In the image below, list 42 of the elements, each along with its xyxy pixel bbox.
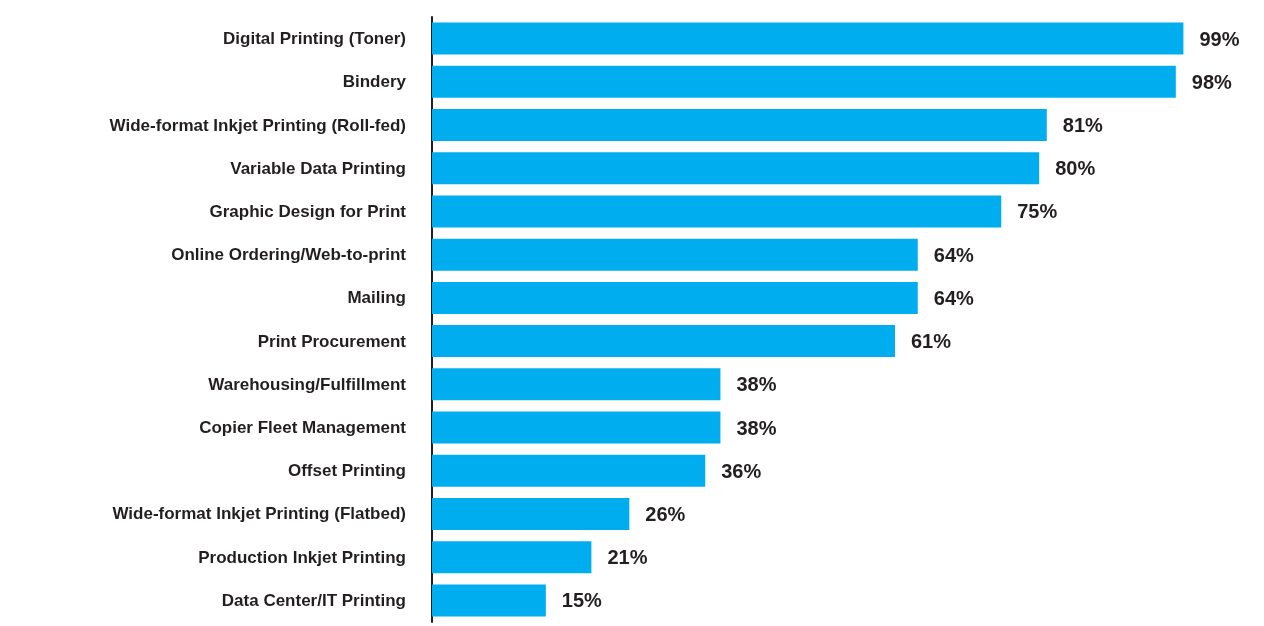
y-tick-label: Online Ordering/Web-to-print [171,245,407,265]
data-label: 36% [721,459,762,482]
bar [432,65,1176,98]
y-tick-label: Bindery [342,72,407,92]
y-tick-label: Wide-format Inkjet Printing (Flatbed) [112,504,406,524]
data-label: 61% [910,330,952,353]
bar [432,109,1047,142]
bar [432,152,1040,185]
data-label: 75% [1017,200,1058,223]
bar [432,497,630,530]
data-label: 38% [736,416,777,439]
bar [432,22,1184,55]
y-tick-label: Copier Fleet Management [199,418,407,438]
bar [432,541,592,574]
y-tick-label: Wide-format Inkjet Printing (Roll-fed) [109,115,406,135]
y-tick-label: Print Procurement [257,331,407,351]
data-label: 64% [933,286,975,309]
bar [432,411,721,444]
bar [432,281,918,314]
data-label: 38% [736,373,777,396]
bar [432,325,895,358]
bar [432,238,918,271]
y-tick-label: Graphic Design for Print [209,201,407,221]
y-tick-label: Offset Printing [287,461,406,481]
y-tick-label: Digital Printing (Toner) [223,29,406,49]
data-label: 15% [561,589,603,612]
data-label: 64% [933,243,975,266]
data-label: 98% [1191,70,1233,93]
y-tick-label: Variable Data Printing [230,158,406,178]
bar [432,584,546,617]
data-label: 21% [607,546,648,569]
y-tick-label: Production Inkjet Printing [198,547,406,567]
data-label: 26% [645,502,686,525]
data-label: 81% [1062,114,1104,137]
y-tick-label: Data Center/IT Printing [221,590,406,610]
bar [432,368,721,401]
bar [432,195,1002,228]
data-label: 80% [1055,157,1096,180]
y-tick-label: Warehousing/Fulfillment [208,374,407,394]
y-tick-label: Mailing [347,288,406,308]
data-label: 99% [1199,27,1240,50]
bar [432,454,706,487]
